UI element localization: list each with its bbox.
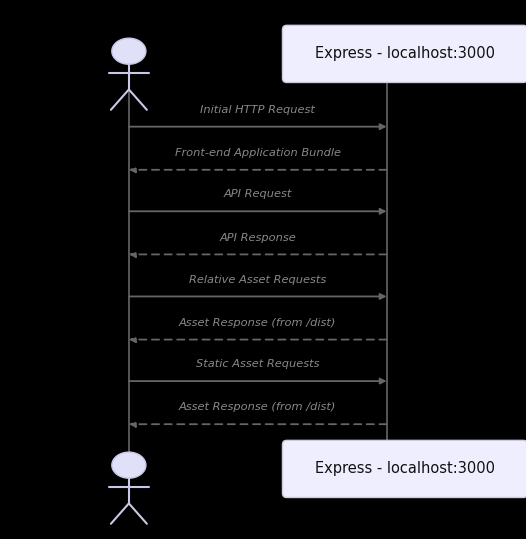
- Text: Relative Asset Requests: Relative Asset Requests: [189, 274, 326, 285]
- Text: Express - localhost:3000: Express - localhost:3000: [315, 46, 495, 61]
- Text: Front-end Application Bundle: Front-end Application Bundle: [175, 148, 341, 158]
- Text: API Request: API Request: [224, 189, 292, 199]
- Text: Asset Response (from /dist): Asset Response (from /dist): [179, 402, 337, 412]
- Text: Express - localhost:3000: Express - localhost:3000: [315, 461, 495, 476]
- Text: Static Asset Requests: Static Asset Requests: [196, 359, 319, 369]
- FancyBboxPatch shape: [282, 25, 526, 82]
- Text: API Response: API Response: [219, 232, 296, 243]
- Text: Initial HTTP Request: Initial HTTP Request: [200, 105, 315, 115]
- Ellipse shape: [112, 38, 146, 64]
- Text: Asset Response (from /dist): Asset Response (from /dist): [179, 317, 337, 328]
- FancyBboxPatch shape: [282, 440, 526, 497]
- Ellipse shape: [112, 452, 146, 478]
